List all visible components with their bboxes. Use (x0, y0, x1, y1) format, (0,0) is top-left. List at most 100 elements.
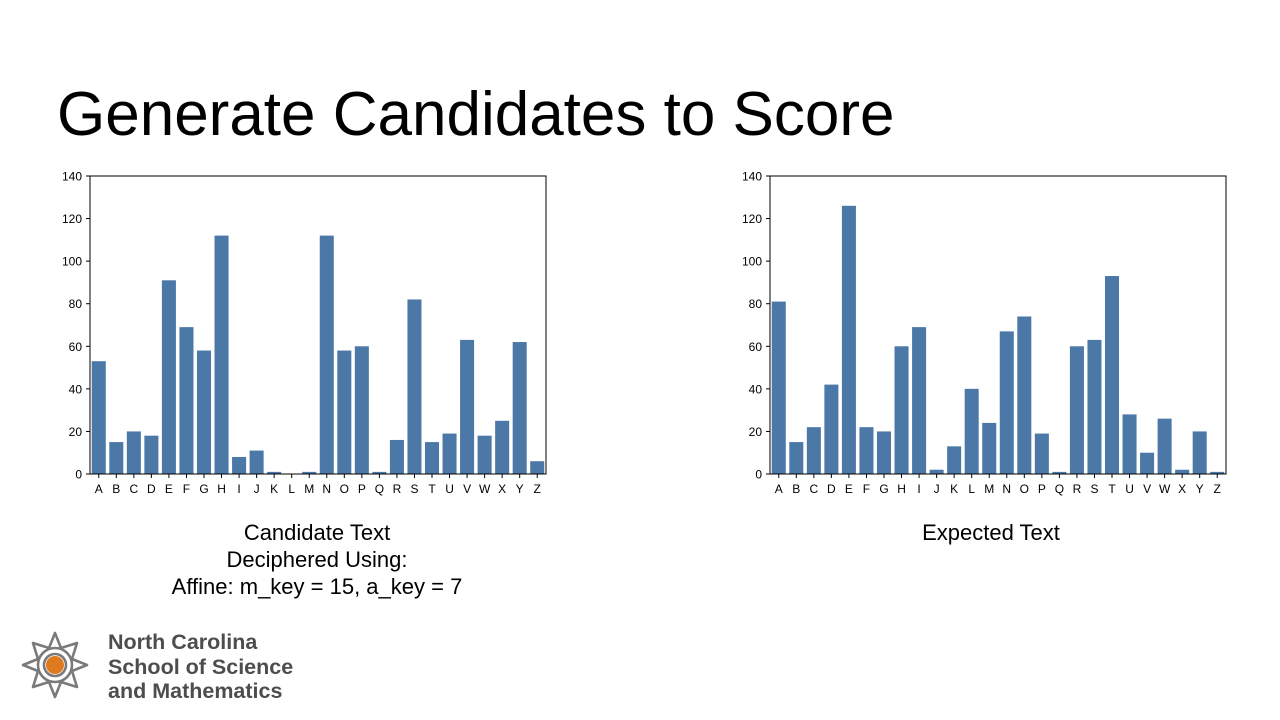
bar-R (1069, 346, 1084, 474)
bar-R (389, 439, 404, 474)
x-tick-label: H (897, 482, 906, 496)
x-tick-label: S (1090, 482, 1098, 496)
y-tick-label: 80 (749, 297, 763, 311)
x-tick-label: D (147, 482, 156, 496)
expected-caption: Expected Text (791, 519, 1191, 546)
bar-T (1104, 276, 1120, 474)
x-tick-label: X (498, 482, 506, 496)
x-tick-label: O (1020, 482, 1029, 496)
star-logo-icon (21, 631, 89, 699)
logo-text: North Carolina School of Science and Mat… (108, 630, 293, 704)
x-tick-label: Q (375, 482, 384, 496)
x-tick-label: W (479, 482, 491, 496)
x-tick-label: B (112, 482, 120, 496)
x-tick-label: S (410, 482, 418, 496)
bar-X (1175, 469, 1190, 474)
bar-D (144, 435, 159, 474)
x-tick-label: G (199, 482, 208, 496)
x-tick-label: P (1038, 482, 1046, 496)
x-tick-label: W (1159, 482, 1171, 496)
bar-B (109, 442, 124, 474)
bar-W (1157, 418, 1172, 474)
caption-line: Candidate Text (243, 520, 391, 545)
bar-V (1140, 452, 1155, 474)
bar-S (407, 299, 422, 474)
x-tick-label: Y (516, 482, 524, 496)
x-tick-label: P (358, 482, 366, 496)
y-tick-label: 40 (749, 382, 763, 396)
expected-frequency-chart: 0 20 40 60 80 100 120 140 A B C D E F G H I J K L M N O P Q R S T U V… (742, 170, 1227, 496)
y-tick-label: 40 (69, 382, 83, 396)
bar-U (442, 433, 457, 474)
y-tick-label: 140 (62, 170, 82, 184)
x-tick-label: D (827, 482, 836, 496)
bar-J (249, 450, 264, 474)
school-logo: North Carolina School of Science and Mat… (20, 630, 320, 704)
bar-Z (530, 461, 545, 474)
x-tick-label: Q (1055, 482, 1064, 496)
x-tick-label: J (254, 482, 260, 496)
x-tick-label: R (1073, 482, 1082, 496)
x-tick-label: C (130, 482, 139, 496)
bar-J (929, 469, 944, 474)
x-tick-label: G (879, 482, 888, 496)
bar-E (161, 280, 176, 474)
bar-A (91, 361, 106, 474)
x-tick-label: E (845, 482, 853, 496)
x-tick-label: R (393, 482, 402, 496)
bar-Y (1192, 431, 1207, 474)
x-tick-label: N (1002, 482, 1011, 496)
logo-line: and Mathematics (108, 679, 283, 703)
bar-K (267, 471, 282, 474)
caption-line: Deciphered Using: (226, 547, 408, 572)
bar-Q (372, 471, 387, 474)
x-tick-label: H (217, 482, 226, 496)
bar-P (1034, 433, 1049, 474)
bar-E (841, 205, 856, 475)
bar-C (806, 427, 821, 474)
bar-I (912, 327, 927, 474)
logo-line: School of Science (108, 654, 294, 679)
bar-S (1087, 339, 1102, 474)
x-tick-label: I (237, 482, 240, 496)
bar-I (232, 456, 247, 474)
plot-frame (769, 175, 1227, 475)
y-tick-label: 140 (742, 170, 762, 184)
x-tick-label: N (322, 482, 331, 496)
bar-T (424, 442, 440, 474)
bar-D (824, 384, 839, 474)
x-tick-label: V (1143, 482, 1151, 496)
caption-line: Expected Text (922, 520, 1060, 545)
y-tick-label: 80 (69, 297, 83, 311)
bar-Y (512, 342, 527, 474)
bar-L (964, 388, 979, 474)
bar-F (179, 327, 194, 474)
x-tick-label: Y (1196, 482, 1204, 496)
bar-M (982, 422, 997, 474)
x-tick-label: Z (534, 482, 541, 496)
x-tick-label: M (984, 482, 994, 496)
x-tick-label: L (968, 482, 975, 496)
x-tick-label: M (304, 482, 314, 496)
y-tick-label: 100 (62, 255, 82, 269)
bar-M (302, 471, 317, 474)
x-tick-label: A (775, 482, 783, 496)
bar-O (337, 350, 352, 474)
bar-U (1122, 414, 1137, 474)
x-tick-label: L (288, 482, 295, 496)
x-tick-label: A (95, 482, 103, 496)
candidate-frequency-chart: 0 20 40 60 80 100 120 140 A B C D E F G H I J K L M N O P Q R S T U V… (62, 170, 547, 496)
x-tick-label: U (445, 482, 454, 496)
x-tick-label: F (183, 482, 190, 496)
x-tick-label: X (1178, 482, 1186, 496)
x-tick-label: Z (1214, 482, 1221, 496)
bar-X (495, 420, 510, 474)
candidate-caption: Candidate Text Deciphered Using: Affine:… (117, 519, 517, 600)
bar-B (789, 442, 804, 474)
y-tick-label: 0 (755, 468, 762, 482)
y-tick-label: 60 (69, 340, 83, 354)
bar-C (126, 431, 141, 474)
bar-N (319, 235, 334, 474)
x-tick-label: K (270, 482, 278, 496)
bar-A (771, 301, 786, 474)
